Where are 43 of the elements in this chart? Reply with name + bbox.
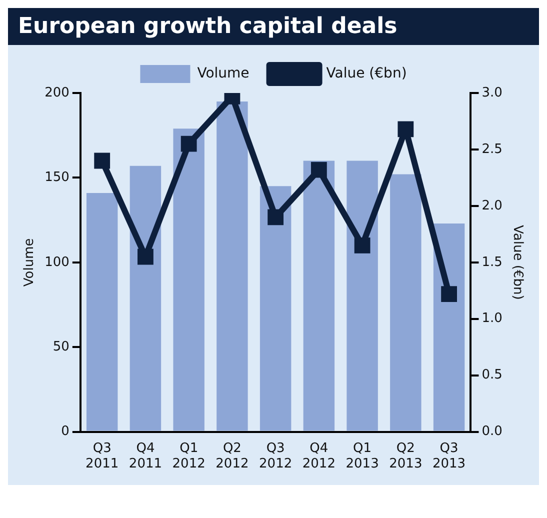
x-tick-label: Q4 2011 <box>128 440 162 472</box>
x-tick-label: Q2 2013 <box>389 440 422 472</box>
point <box>94 152 110 169</box>
y2-tick-label: 3.0 <box>482 85 502 100</box>
bar <box>86 192 118 431</box>
point <box>398 121 414 138</box>
bar <box>346 160 378 431</box>
bar <box>433 223 465 431</box>
x-tick-label: Q1 2013 <box>346 440 379 472</box>
legend-label: Value (€bn) <box>326 66 407 82</box>
bar <box>390 174 422 431</box>
x-tick-label: Q3 2013 <box>432 440 466 472</box>
y2-tick-label: 1.0 <box>482 311 502 326</box>
point <box>268 209 284 226</box>
y2-tick-label: 0.5 <box>482 368 502 383</box>
bar <box>303 160 335 431</box>
y-axis-title: Volume <box>22 238 38 287</box>
y-tick-label: 100 <box>44 254 70 270</box>
bar <box>216 101 248 431</box>
point <box>310 162 327 178</box>
y-tick-label: 0 <box>61 424 70 440</box>
point <box>138 248 154 265</box>
y2-tick-label: 1.5 <box>482 254 502 270</box>
x-tick-label: Q2 2012 <box>216 440 249 472</box>
bar <box>173 128 204 431</box>
point <box>180 136 197 152</box>
bar <box>130 166 162 431</box>
y2-tick-label: 0.0 <box>482 424 502 440</box>
y2-tick-label: 2.5 <box>482 142 502 157</box>
y-tick-label: 200 <box>44 85 70 100</box>
y-tick-label: 150 <box>44 170 70 186</box>
y-tick-label: 50 <box>52 339 70 354</box>
bar <box>260 186 292 431</box>
x-tick-label: Q3 2012 <box>259 440 292 472</box>
legend-label: Volume <box>197 66 250 82</box>
point <box>441 286 457 302</box>
y2-axis-title: Value (€bn) <box>510 225 525 300</box>
chart-title: European growth capital deals <box>8 8 539 45</box>
x-tick-label: Q4 2012 <box>302 440 336 472</box>
x-tick-label: Q1 2012 <box>172 440 206 472</box>
y2-tick-label: 2.0 <box>482 198 502 214</box>
x-tick-label: Q3 2011 <box>86 440 119 472</box>
point <box>354 238 370 254</box>
